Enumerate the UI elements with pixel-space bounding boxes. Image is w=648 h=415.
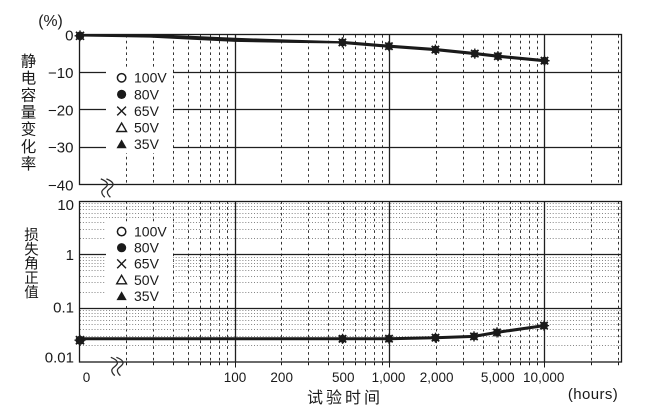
svg-text:0.01: 0.01 (45, 350, 74, 367)
svg-text:10,000: 10,000 (523, 370, 564, 385)
svg-text:值: 值 (24, 284, 39, 301)
svg-text:500: 500 (332, 370, 355, 385)
svg-text:1,000: 1,000 (372, 370, 406, 385)
svg-text:0.1: 0.1 (53, 299, 74, 316)
svg-text:静: 静 (21, 52, 37, 70)
svg-text:(hours): (hours) (568, 386, 618, 403)
svg-text:1: 1 (66, 247, 74, 264)
svg-text:化: 化 (21, 138, 37, 156)
svg-text:50V: 50V (134, 272, 160, 288)
svg-text:角: 角 (24, 256, 39, 273)
svg-text:80V: 80V (134, 86, 160, 102)
svg-text:−10: −10 (48, 65, 73, 82)
svg-text:35V: 35V (134, 288, 160, 304)
svg-text:电: 电 (21, 69, 37, 87)
svg-text:量: 量 (21, 105, 37, 122)
svg-text:65V: 65V (134, 256, 160, 272)
svg-text:100: 100 (224, 370, 247, 385)
svg-text:100V: 100V (134, 70, 167, 86)
svg-text:5,000: 5,000 (481, 370, 515, 385)
svg-text:50V: 50V (134, 120, 160, 136)
svg-text:容: 容 (21, 87, 37, 105)
svg-text:−40: −40 (48, 178, 73, 195)
svg-text:(%): (%) (38, 13, 63, 30)
svg-text:变: 变 (21, 121, 37, 139)
svg-text:2,000: 2,000 (420, 370, 454, 385)
svg-text:损: 损 (24, 227, 39, 244)
svg-text:试验时间: 试验时间 (307, 389, 383, 407)
svg-text:10: 10 (57, 197, 74, 214)
svg-text:65V: 65V (134, 103, 160, 119)
svg-text:35V: 35V (134, 136, 160, 152)
svg-text:200: 200 (270, 370, 293, 385)
svg-text:失: 失 (24, 241, 39, 258)
svg-text:80V: 80V (134, 240, 160, 256)
svg-text:率: 率 (21, 155, 37, 173)
svg-text:0: 0 (83, 370, 91, 385)
svg-text:正: 正 (24, 271, 39, 287)
svg-text:−20: −20 (48, 102, 73, 119)
svg-text:0: 0 (65, 28, 73, 45)
svg-text:−30: −30 (48, 140, 73, 157)
svg-text:100V: 100V (134, 224, 167, 240)
